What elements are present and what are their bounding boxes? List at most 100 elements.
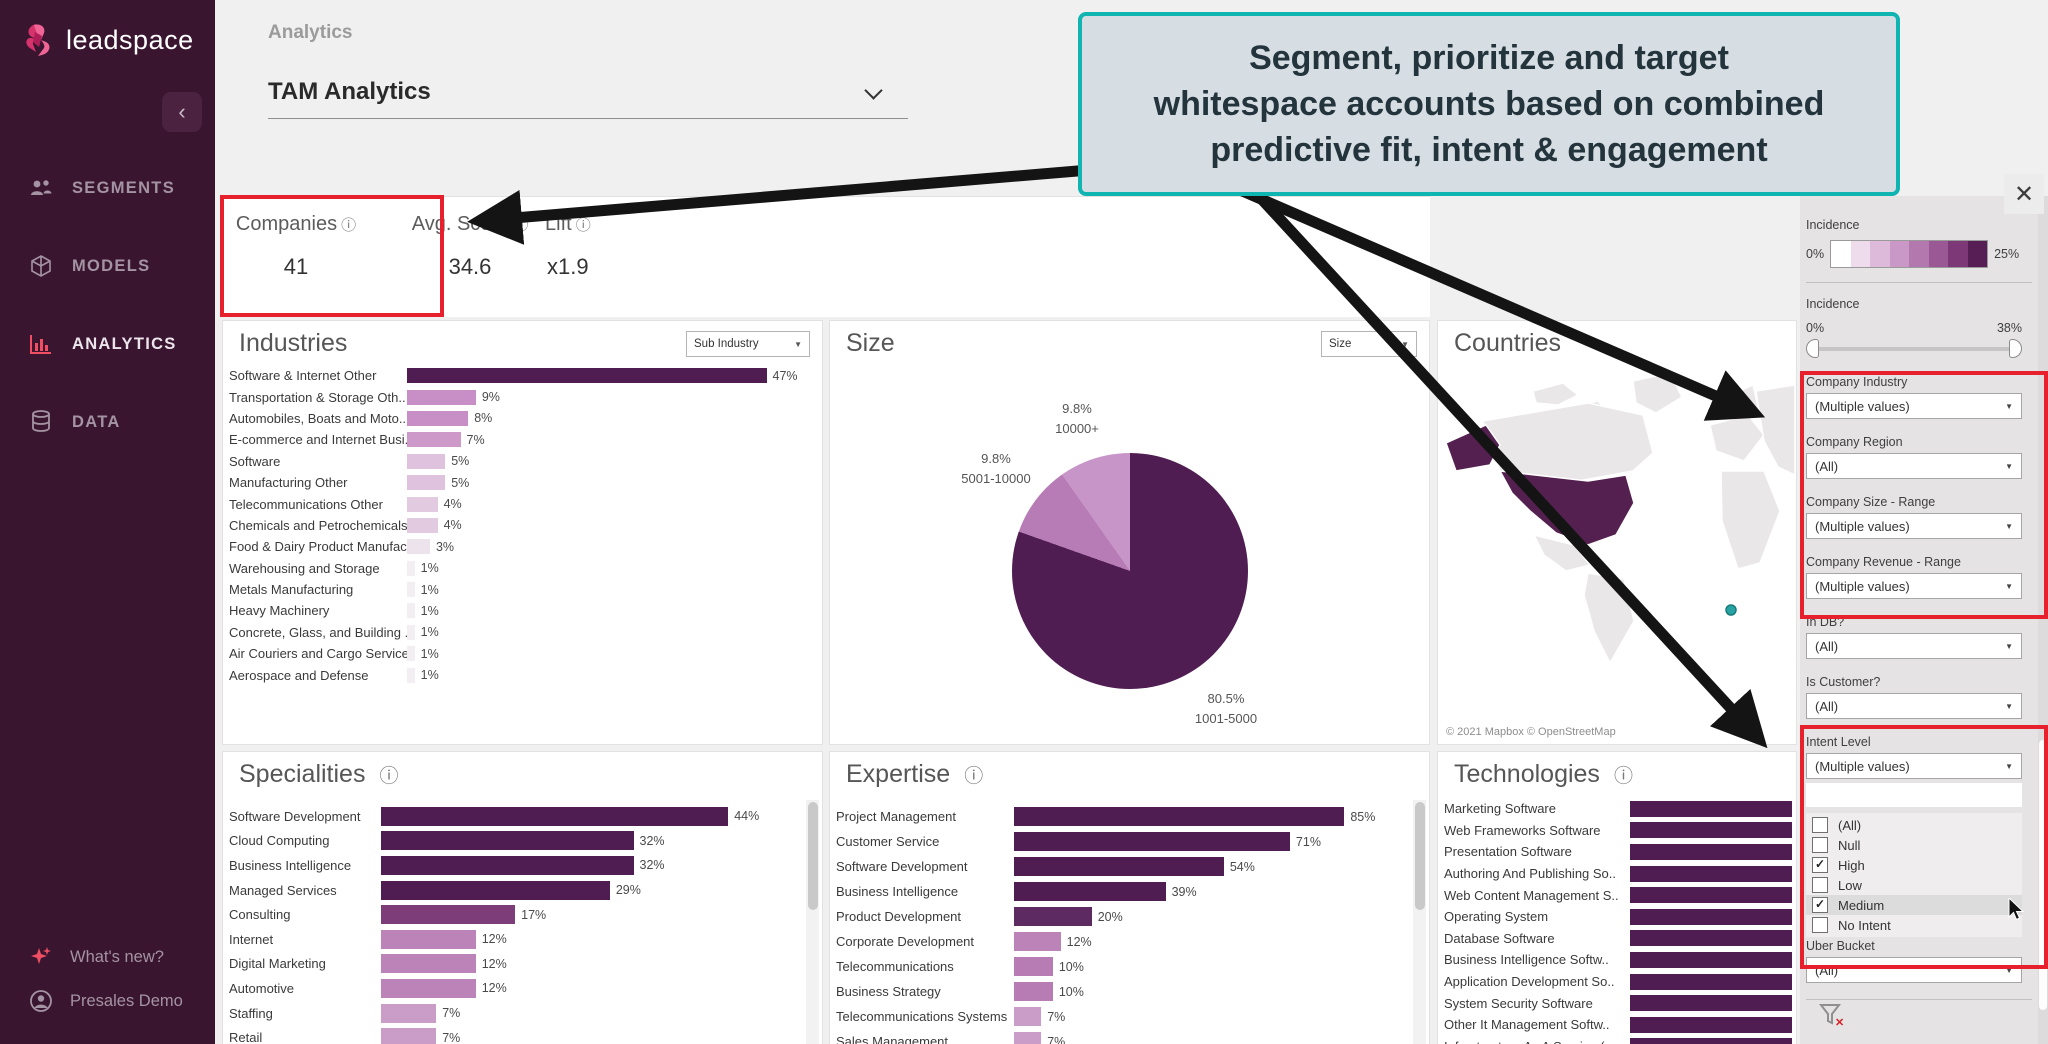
bar[interactable] — [407, 646, 415, 662]
bar[interactable] — [407, 368, 767, 384]
info-icon[interactable]: ⓘ — [964, 766, 984, 787]
slider-handle-max[interactable] — [2009, 339, 2022, 358]
bar[interactable] — [1630, 1038, 1792, 1044]
size-pie-chart[interactable] — [1012, 453, 1248, 689]
bar[interactable] — [407, 410, 469, 426]
bar[interactable] — [1014, 807, 1345, 826]
bar-row[interactable]: Automotive 12% — [229, 976, 789, 1001]
bar-row[interactable]: Manufacturing Other 5% — [229, 472, 807, 493]
bar[interactable] — [1630, 800, 1792, 817]
sidebar-nav-item[interactable]: SEGMENTS — [0, 168, 215, 208]
bar-row[interactable]: Application Development So.. — [1444, 971, 1792, 993]
bar[interactable] — [381, 1003, 437, 1023]
bar-row[interactable]: Business Strategy 10% — [836, 979, 1406, 1004]
bar-row[interactable]: Consulting 17% — [229, 902, 789, 927]
sidebar-footer-item[interactable]: What's new? — [0, 940, 215, 974]
filter-dropdown[interactable]: (Multiple values) ▼ — [1806, 393, 2022, 419]
bar-row[interactable]: Digital Marketing 12% — [229, 952, 789, 977]
bar[interactable] — [381, 806, 729, 826]
bar-row[interactable]: Business Intelligence Softw.. — [1444, 949, 1792, 971]
bar-row[interactable]: Retail 7% — [229, 1025, 789, 1044]
bar-row[interactable]: Customer Service 71% — [836, 829, 1406, 854]
bar[interactable] — [407, 539, 430, 555]
uber-bucket-dropdown[interactable]: (All) ▼ — [1806, 957, 2022, 983]
checkbox[interactable] — [1812, 877, 1828, 893]
bar[interactable] — [407, 432, 461, 448]
bar[interactable] — [407, 667, 415, 683]
filter-dropdown[interactable]: (All) ▼ — [1806, 453, 2022, 479]
filter-dropdown[interactable]: (Multiple values) ▼ — [1806, 573, 2022, 599]
bar-row[interactable]: Software & Internet Other 47% — [229, 365, 807, 386]
info-icon[interactable]: ⓘ — [379, 766, 399, 787]
bar[interactable] — [407, 603, 415, 619]
bar-row[interactable]: Aerospace and Defense 1% — [229, 664, 807, 685]
slider-track[interactable] — [1810, 347, 2018, 351]
bar-row[interactable]: Chemicals and Petrochemicals 4% — [229, 515, 807, 536]
bar-row[interactable]: Concrete, Glass, and Building .. 1% — [229, 622, 807, 643]
bar[interactable] — [1630, 973, 1792, 990]
bar-row[interactable]: Software Development 44% — [229, 804, 789, 829]
bar[interactable] — [407, 475, 446, 491]
bar-row[interactable]: Database Software — [1444, 928, 1792, 950]
bar[interactable] — [1014, 957, 1053, 976]
bar-row[interactable]: E-commerce and Internet Busi.. 7% — [229, 429, 807, 450]
intent-option-row[interactable]: ✓ Medium — [1806, 895, 2022, 915]
bar[interactable] — [1630, 865, 1792, 882]
checkbox[interactable]: ✓ — [1812, 897, 1828, 913]
bar-row[interactable]: Marketing Software — [1444, 798, 1792, 820]
bar[interactable] — [1014, 1032, 1042, 1044]
bar-row[interactable]: Web Content Management S.. — [1444, 884, 1792, 906]
bar[interactable] — [381, 831, 634, 851]
bar[interactable] — [407, 453, 446, 469]
close-button[interactable]: ✕ — [2004, 174, 2044, 214]
bar[interactable] — [381, 855, 634, 875]
incidence-range-slider[interactable] — [1806, 339, 2022, 359]
bar[interactable] — [1014, 832, 1290, 851]
slider-handle-min[interactable] — [1806, 339, 1819, 358]
checkbox[interactable]: ✓ — [1812, 857, 1828, 873]
bar-row[interactable]: Sales Management 7% — [836, 1029, 1406, 1044]
filter-dropdown[interactable]: (All) ▼ — [1806, 693, 2022, 719]
bar-row[interactable]: Web Frameworks Software — [1444, 820, 1792, 842]
bar-row[interactable]: Cloud Computing 32% — [229, 829, 789, 854]
checkbox[interactable] — [1812, 917, 1828, 933]
info-icon[interactable]: ⓘ — [513, 217, 529, 234]
panel-scrollbar-thumb[interactable] — [2039, 740, 2047, 1010]
bar[interactable] — [381, 905, 516, 925]
panel-scrollbar[interactable] — [2038, 196, 2048, 1044]
size-dropdown[interactable]: Size ▼ — [1321, 331, 1417, 357]
checkbox[interactable] — [1812, 817, 1828, 833]
bar-row[interactable]: Product Development 20% — [836, 904, 1406, 929]
bar[interactable] — [1630, 843, 1792, 860]
bar[interactable] — [381, 929, 476, 949]
bar-row[interactable]: Managed Services 29% — [229, 878, 789, 903]
bar[interactable] — [381, 1028, 437, 1044]
bar[interactable] — [1630, 995, 1792, 1012]
bar-row[interactable]: Telecommunications 10% — [836, 954, 1406, 979]
bar[interactable] — [1630, 930, 1792, 947]
bar-row[interactable]: Business Intelligence 32% — [229, 853, 789, 878]
bar-row[interactable]: Metals Manufacturing 1% — [229, 579, 807, 600]
intent-search-input[interactable] — [1806, 783, 2022, 807]
filter-dropdown[interactable]: (Multiple values) ▼ — [1806, 513, 2022, 539]
world-map[interactable] — [1438, 363, 1796, 713]
bar[interactable] — [381, 978, 476, 998]
sidebar-nav-item[interactable]: DATA — [0, 402, 215, 442]
bar[interactable] — [407, 624, 415, 640]
bar[interactable] — [407, 560, 415, 576]
scrollbar[interactable] — [806, 800, 819, 1044]
bar-row[interactable]: Warehousing and Storage 1% — [229, 558, 807, 579]
bar[interactable] — [407, 496, 438, 512]
info-icon[interactable]: ⓘ — [575, 217, 591, 234]
bar-row[interactable]: Heavy Machinery 1% — [229, 600, 807, 621]
info-icon[interactable]: ⓘ — [341, 217, 357, 234]
bar-row[interactable]: Authoring And Publishing So.. — [1444, 863, 1792, 885]
intent-option-row[interactable]: ✓ High — [1806, 855, 2022, 875]
scrollbar-thumb[interactable] — [1414, 802, 1425, 910]
sidebar-footer-item[interactable]: Presales Demo — [0, 984, 215, 1018]
bar-row[interactable]: Project Management 85% — [836, 804, 1406, 829]
bar-row[interactable]: Telecommunications Systems 7% — [836, 1004, 1406, 1029]
bar-row[interactable]: Software Development 54% — [836, 854, 1406, 879]
bar[interactable] — [1630, 908, 1792, 925]
intent-option-row[interactable]: (All) — [1806, 815, 2022, 835]
